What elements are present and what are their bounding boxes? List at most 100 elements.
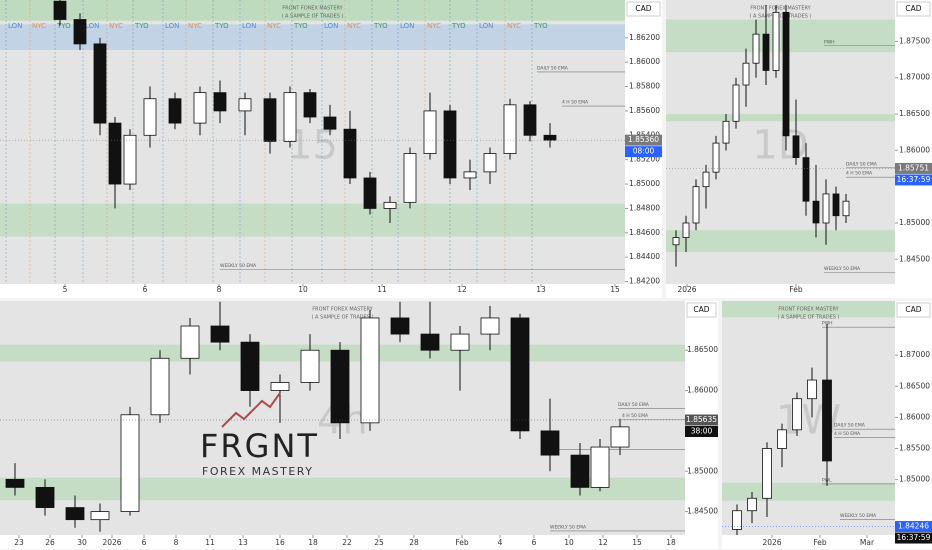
x-tick-label: Feb bbox=[789, 285, 803, 294]
session-label: LON bbox=[165, 22, 179, 30]
plot: 4hFRONT FOREX MASTERY( A SAMPLE OF TRADE… bbox=[0, 301, 685, 532]
candle-body bbox=[832, 193, 840, 217]
candle-body bbox=[712, 142, 720, 173]
currency-label: CAD bbox=[905, 305, 921, 314]
y-tick-label: 1.87000 bbox=[899, 73, 930, 82]
candle-body bbox=[772, 11, 780, 71]
candle-body bbox=[672, 237, 680, 246]
last-price-label: 1.84246 bbox=[898, 522, 929, 531]
time-axis bbox=[0, 535, 685, 549]
x-tick-label: 8 bbox=[174, 538, 179, 547]
last-price-box bbox=[625, 134, 662, 146]
candle-body bbox=[747, 497, 757, 512]
annotation-label: PWH bbox=[824, 39, 835, 45]
y-tick-label: 1.86200 bbox=[629, 33, 660, 42]
candle-body bbox=[822, 193, 830, 224]
x-tick-label: 6 bbox=[143, 285, 148, 294]
x-tick-label: 2026 bbox=[102, 538, 121, 547]
session-label: NYC bbox=[507, 22, 521, 30]
y-tick-label: 1.84500 bbox=[687, 507, 718, 516]
session-label: TYO bbox=[134, 22, 149, 30]
candle-body bbox=[443, 110, 457, 179]
currency-label: CAD bbox=[693, 305, 709, 314]
session-label: TYO bbox=[214, 22, 229, 30]
candle-body bbox=[90, 511, 110, 521]
y-tick-label: 1.85000 bbox=[899, 475, 930, 484]
y-tick-label: 1.84600 bbox=[629, 228, 660, 237]
candle-body bbox=[570, 454, 590, 488]
candle-body bbox=[480, 317, 500, 335]
countdown-box bbox=[685, 426, 718, 438]
candle-body bbox=[93, 43, 107, 124]
annotation-label: 4 H 50 EMA bbox=[834, 431, 861, 437]
candle-body bbox=[807, 379, 817, 400]
countdown-box bbox=[895, 174, 932, 186]
session-label: NYC bbox=[188, 22, 202, 30]
currency-label: CAD bbox=[905, 4, 921, 13]
watermark: 1D bbox=[752, 123, 808, 169]
session-label: LON bbox=[400, 22, 414, 30]
candle-body bbox=[420, 333, 440, 351]
logo-name: FRGNT bbox=[200, 427, 319, 465]
candle-body bbox=[792, 398, 802, 431]
x-tick-label: 6 bbox=[532, 538, 537, 547]
candle-body bbox=[812, 200, 820, 224]
candle-body bbox=[782, 11, 790, 137]
last-price-box bbox=[685, 414, 718, 426]
candle-body bbox=[238, 98, 252, 112]
header-subtitle: ( A SAMPLE OF TRADES ) bbox=[312, 315, 374, 321]
candle-body bbox=[682, 222, 690, 238]
y-tick-label: 1.85800 bbox=[629, 82, 660, 91]
zone bbox=[0, 0, 625, 21]
candle-body bbox=[742, 62, 750, 86]
x-tick-label: 2026 bbox=[677, 285, 696, 294]
x-tick-label: 8 bbox=[217, 285, 222, 294]
candle-body bbox=[752, 33, 760, 64]
annotation-label: WEEKLY 50 EMA bbox=[220, 263, 257, 269]
last-price-label: 1.85635 bbox=[686, 415, 717, 424]
candle-body bbox=[168, 98, 182, 124]
session-label: TYO bbox=[293, 22, 308, 30]
candle-body bbox=[283, 92, 297, 142]
x-tick-label: Feb bbox=[813, 538, 827, 547]
zone bbox=[0, 477, 685, 501]
x-tick-label: 6 bbox=[142, 538, 147, 547]
countdown-label: 16:37:59 bbox=[897, 533, 931, 542]
candle-body bbox=[343, 128, 357, 179]
time-axis bbox=[0, 284, 625, 298]
time-axis bbox=[722, 535, 895, 549]
y-tick-label: 1.86500 bbox=[899, 381, 930, 390]
candle-body bbox=[732, 510, 742, 530]
session-label: LON bbox=[242, 22, 256, 30]
y-tick-label: 1.87500 bbox=[899, 36, 930, 45]
candle-body bbox=[777, 429, 787, 449]
x-tick-label: 12 bbox=[457, 285, 467, 294]
price-axis bbox=[895, 301, 932, 549]
y-tick-label: 1.85200 bbox=[629, 155, 660, 164]
y-tick-label: 1.84400 bbox=[629, 252, 660, 261]
annotation-label: DAILY 50 EMA bbox=[537, 65, 569, 71]
header-title: FRONT FOREX MASTERY bbox=[312, 307, 373, 313]
x-tick-label: Mar bbox=[860, 538, 875, 547]
x-tick-label: 25 bbox=[374, 538, 384, 547]
candle-body bbox=[5, 478, 25, 488]
last-price-label: 1.85751 bbox=[898, 163, 929, 172]
x-tick-label: 12 bbox=[598, 538, 608, 547]
candle-body bbox=[363, 177, 377, 209]
x-tick-label: 11 bbox=[205, 538, 215, 547]
candle-body bbox=[463, 171, 477, 179]
zone bbox=[666, 19, 895, 53]
candle-body bbox=[540, 430, 560, 456]
y-tick-label: 1.86000 bbox=[629, 57, 660, 66]
candle-body bbox=[123, 134, 137, 185]
y-tick-label: 1.85000 bbox=[687, 466, 718, 475]
currency-box bbox=[626, 1, 661, 17]
x-tick-label: 15 bbox=[632, 538, 642, 547]
last-price-box bbox=[895, 162, 932, 174]
candle-body bbox=[73, 19, 87, 45]
header-subtitle: ( A SAMPLE OF TRADES ) bbox=[750, 14, 812, 20]
candle-body bbox=[330, 349, 350, 424]
candle-body bbox=[143, 98, 157, 136]
